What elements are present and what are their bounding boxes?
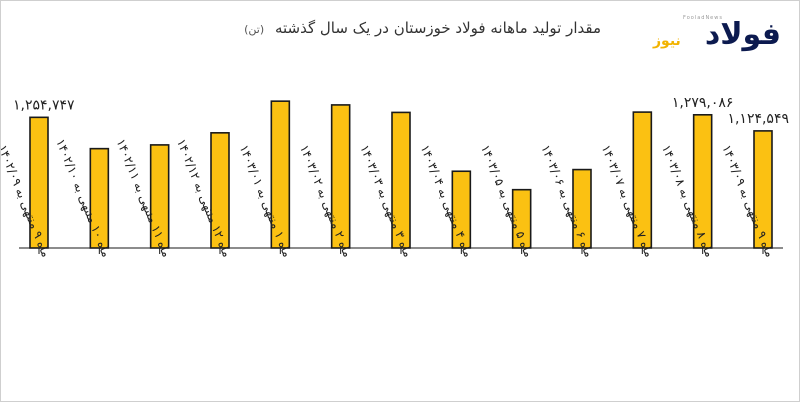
data-label-1: ۱,۲۵۴,۷۴۷ <box>13 97 75 113</box>
chart-title-text: مقدار تولید ماهانه فولاد خوزستان در یک س… <box>274 19 601 37</box>
chart-title: مقدار تولید ماهانه فولاد خوزستان در یک س… <box>201 19 601 37</box>
logo-sub-text: نیوز <box>653 33 681 49</box>
data-label-13: ۱,۱۲۴,۵۴۹ <box>727 111 789 127</box>
logo-main-text: فولاد <box>704 17 781 52</box>
logo-tagline: FooladNews <box>683 15 723 21</box>
data-label-12: ۱,۲۷۹,۰۸۶ <box>672 95 734 111</box>
chart-title-unit: (تن) <box>244 23 265 36</box>
foolad-news-logo: FooladNews فولاد نیوز <box>653 15 781 57</box>
category-labels-group: ماه ۹ منتهی به ۱۴۰۲/۰۹ ماه ۱۰ منتهی به ۱۴… <box>1 137 777 259</box>
x-axis-ticks <box>38 248 764 254</box>
